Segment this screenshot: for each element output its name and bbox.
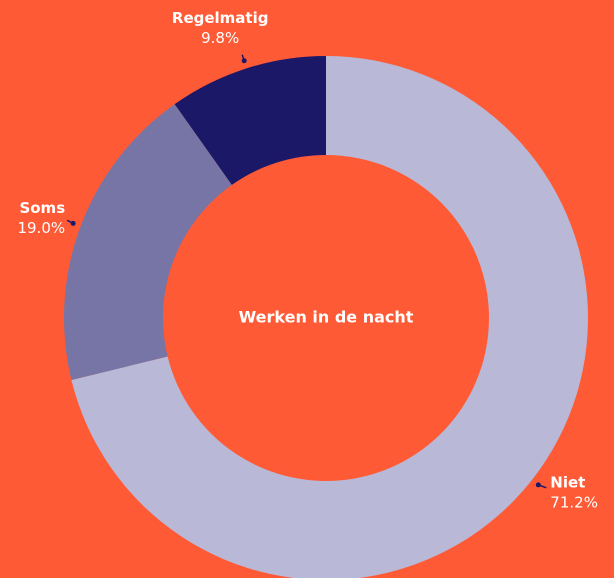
leader-dot (241, 58, 247, 64)
leader-dot (70, 220, 76, 226)
slice-value-label: 9.8% (201, 29, 239, 47)
slice (174, 56, 326, 185)
slice (63, 104, 232, 380)
slice-value-label: 19.0% (17, 219, 65, 237)
slices (63, 56, 588, 578)
slice-value-label: 71.2% (550, 493, 598, 511)
slice-label: Niet (550, 473, 585, 491)
center-title: Werken in de nacht (239, 308, 414, 327)
slice (71, 56, 588, 578)
leader-dot (535, 482, 541, 488)
slice-label: Regelmatig (172, 9, 269, 27)
slice-label: Soms (19, 199, 65, 217)
